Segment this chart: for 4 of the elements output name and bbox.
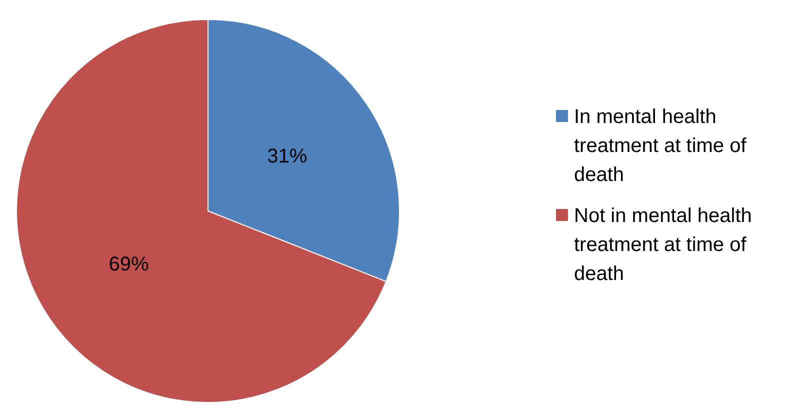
legend-label: In mental health treatment at time of death xyxy=(574,105,748,188)
legend-label: Not in mental health treatment at time of death xyxy=(574,204,753,287)
data-label: 31% xyxy=(267,146,308,168)
data-label: 69% xyxy=(108,253,150,276)
